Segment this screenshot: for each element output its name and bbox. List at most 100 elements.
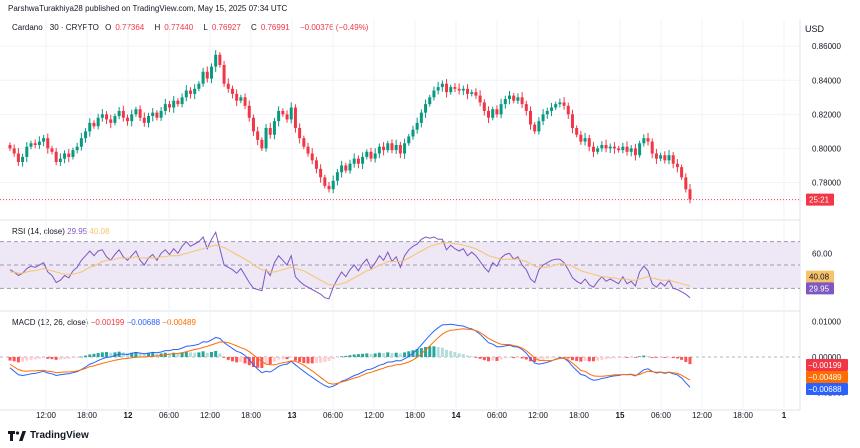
macd-histogram-bar (478, 357, 482, 359)
macd-histogram-bar (226, 357, 230, 360)
candle-body (524, 104, 528, 111)
macd-histogram-bar (633, 357, 637, 358)
candle-body (16, 153, 20, 163)
candle-body (612, 146, 616, 149)
candle-body (646, 138, 650, 142)
time-tick-label: 06:00 (487, 411, 508, 420)
time-tick-label: 1 (782, 411, 787, 420)
candle-body (608, 146, 612, 149)
macd-histogram-bar (176, 353, 180, 357)
candle-body (155, 112, 159, 118)
candle-body (159, 110, 163, 118)
candle-body (621, 146, 625, 151)
macd-histogram-bar (142, 353, 146, 357)
rsi-tick-label: 60.00 (812, 249, 833, 258)
candle-body (176, 100, 180, 105)
time-tick-label: 12:00 (364, 411, 385, 420)
candle-body (491, 109, 495, 118)
signal-legend-value: −0.00489 (162, 318, 196, 327)
candle-body (289, 107, 293, 120)
macd-histogram-bar (558, 357, 562, 358)
rsi-legend[interactable]: RSI (14, close) 29.95 40.08 (12, 227, 109, 236)
candle-body (105, 114, 109, 120)
candle-body (432, 90, 436, 98)
candle-body (201, 71, 205, 84)
macd-histogram-bar (533, 357, 537, 362)
candle-body (172, 100, 176, 108)
candle-body (58, 158, 62, 163)
candle-body (390, 143, 394, 151)
macd-histogram-bar (54, 357, 58, 360)
candle-body (411, 129, 415, 137)
macd-histogram-bar (285, 357, 289, 360)
macd-histogram-bar (92, 353, 96, 357)
time-tick-label: 15 (616, 411, 625, 420)
macd-histogram-bar (310, 357, 314, 364)
candle-body (424, 104, 428, 113)
candle-body (675, 163, 679, 168)
macd-histogram-bar (436, 347, 440, 357)
macd-histogram-bar (138, 353, 142, 357)
currency-label[interactable]: USD (804, 24, 824, 34)
candle-body (407, 136, 411, 144)
symbol-label[interactable]: Cardano · 30 · CRYPTO (12, 23, 99, 32)
macd-histogram-bar (12, 357, 16, 362)
macd-histogram-bar (243, 357, 247, 364)
macd-histogram-bar (554, 357, 558, 358)
candle-body (562, 102, 566, 106)
macd-histogram-bar (562, 357, 566, 358)
candle-body (260, 139, 264, 149)
candle-body (394, 144, 398, 151)
macd-legend-value: −0.00688 (126, 318, 161, 327)
candle-body (356, 158, 360, 164)
macd-legend[interactable]: MACD (12, 26, close) −0.00199 −0.00688 −… (12, 318, 196, 327)
candle-body (466, 88, 470, 94)
time-tick-label: 18:00 (569, 411, 590, 420)
macd-histogram-bar (671, 357, 675, 359)
macd-value-tag-text: −0.00688 (808, 385, 842, 394)
macd-histogram-bar (369, 353, 373, 357)
macd-histogram-bar (487, 357, 491, 362)
macd-histogram-bar (335, 357, 339, 358)
macd-histogram-bar (155, 353, 159, 357)
candle-body (310, 153, 314, 161)
macd-histogram-bar (638, 356, 642, 358)
candle-body (205, 71, 209, 79)
macd-histogram-bar (96, 353, 100, 357)
main-legend[interactable]: Cardano · 30 · CRYPTO O 0.77364 H 0.77440 … (12, 23, 372, 32)
rsi-ma-line (10, 242, 691, 287)
candle-body (138, 109, 142, 118)
macd-histogram-bar (201, 351, 205, 357)
macd-histogram-bar (247, 357, 251, 366)
tradingview-logo[interactable]: TradingView (8, 430, 89, 441)
macd-histogram-bar (449, 350, 453, 357)
candle-body (629, 148, 633, 152)
candle-body (474, 92, 478, 96)
macd-histogram-bar (126, 353, 130, 357)
signal-line (9, 328, 691, 385)
candle-body (508, 95, 512, 100)
macd-hist-legend-value: −0.00199 (90, 318, 125, 327)
candle-body (587, 138, 591, 147)
macd-histogram-bar (491, 357, 495, 361)
macd-histogram-bar (230, 357, 234, 362)
time-tick-label: 12:00 (200, 411, 221, 420)
macd-histogram-bar (356, 354, 360, 357)
candle-body (25, 146, 29, 157)
macd-histogram-bar (587, 357, 591, 362)
candle-body (302, 138, 306, 147)
macd-histogram-bar (495, 357, 499, 361)
time-tick-label: 14 (452, 411, 461, 420)
rsi-value-tag-text: 40.08 (809, 273, 830, 282)
macd-histogram-bar (25, 357, 29, 361)
candle-body (377, 146, 381, 154)
macd-histogram-bar (184, 351, 188, 357)
candle-body (251, 117, 255, 132)
candle-body (117, 110, 121, 117)
candle-body (650, 141, 654, 154)
candle-body (306, 146, 310, 154)
time-tick-label: 18:00 (241, 411, 262, 420)
candle-body (142, 117, 146, 123)
candle-body (126, 117, 130, 122)
